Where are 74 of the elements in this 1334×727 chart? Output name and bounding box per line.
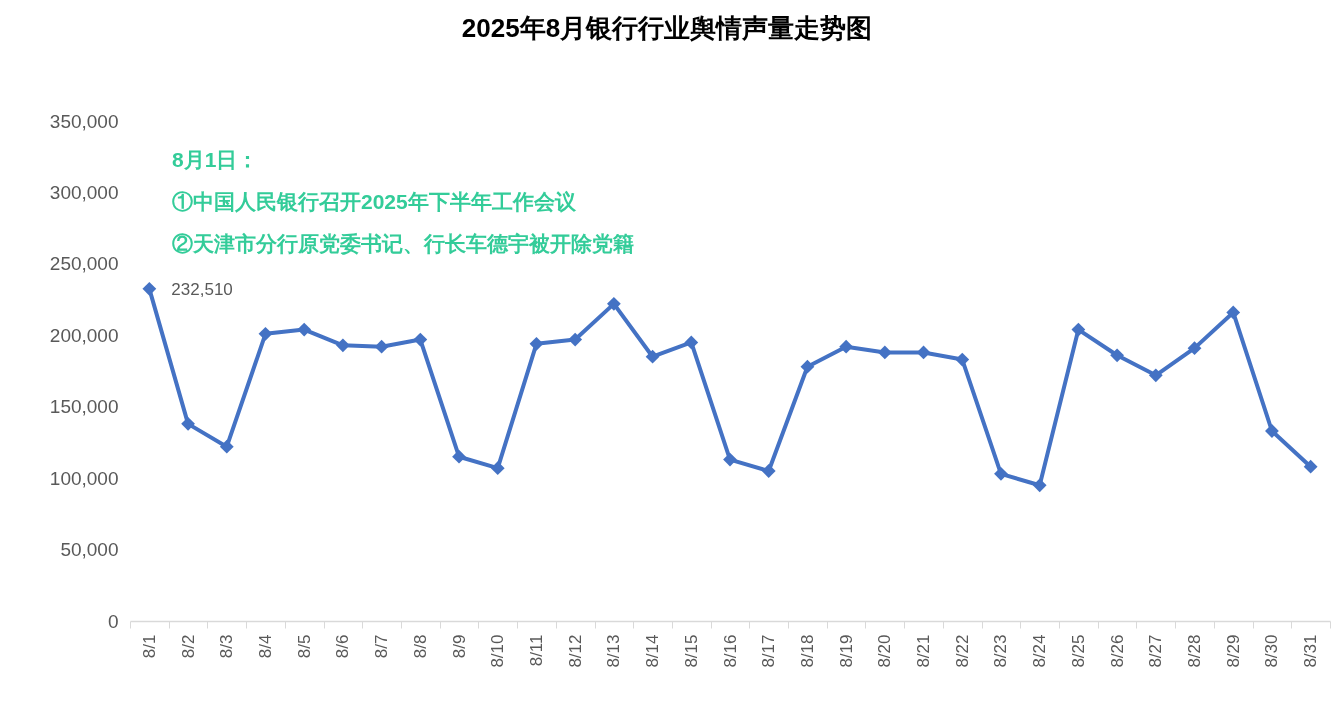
x-tick-label: 8/8 [410,634,430,659]
x-tick-label: 8/18 [797,634,817,668]
x-tick-label: 8/28 [1185,634,1205,668]
x-tick-label: 8/23 [991,634,1011,668]
point [839,339,854,354]
y-tick-label: 200,000 [49,324,119,346]
x-tick-label: 8/29 [1223,634,1243,668]
point [800,359,815,374]
point [723,452,737,467]
point [490,461,505,476]
y-tick-label: 150,000 [49,396,119,418]
point [297,322,312,337]
point [142,281,157,296]
point [258,326,273,341]
x-tick-label: 8/31 [1301,634,1321,668]
x-tick-label: 8/2 [178,634,198,659]
point [994,466,1008,481]
annotation: ①中国人民银行召开2025年下半年工作会议 [172,190,577,213]
y-tick-label: 250,000 [49,253,119,275]
point [955,352,970,367]
x-tick-label: 8/17 [759,634,779,668]
chart-title: 2025年8月银行行业舆情声量走势图 [461,13,873,43]
point [761,464,776,478]
x-tick-label: 8/20 [875,634,895,668]
x-tick-label: 8/24 [1030,634,1050,668]
point [877,345,892,360]
point [452,449,466,464]
point [1148,368,1163,383]
point [1226,305,1241,320]
x-tick-label: 8/1 [139,634,159,659]
x-tick-label: 8/12 [565,634,585,668]
y-tick-label: 300,000 [49,181,119,203]
x-tick-label: 8/19 [836,634,856,668]
x-tick-label: 8/7 [372,634,392,659]
point [219,439,234,454]
point [1032,478,1047,493]
point [336,338,350,353]
point [568,332,583,347]
x-tick-label: 8/10 [488,634,508,668]
point [529,336,544,351]
x-tick-label: 8/14 [643,634,663,668]
x-tick-label: 8/22 [952,634,972,668]
point [684,335,699,350]
y-tick-label: 0 [107,610,119,632]
point [1071,322,1086,337]
x-tick-label: 8/9 [449,634,469,659]
point [413,332,428,347]
point [645,349,660,364]
point [1187,341,1202,356]
x-tick-label: 8/27 [1146,634,1166,668]
point [181,416,195,431]
x-tick-label: 8/4 [255,634,275,659]
point [374,339,389,354]
annotation: ②天津市分行原党委书记、行长车德宇被开除党籍 [172,232,634,255]
data-label: 232,510 [171,279,233,299]
x-tick-label: 8/13 [604,634,624,668]
x-tick-label: 8/3 [217,634,237,659]
x-tick-label: 8/30 [1262,634,1282,668]
y-tick-label: 350,000 [49,110,119,132]
point [916,345,931,360]
x-tick-label: 8/21 [914,634,934,668]
x-tick-label: 8/11 [526,634,546,667]
x-tick-label: 8/15 [681,634,701,668]
x-tick-label: 8/25 [1068,634,1088,668]
point [1110,348,1124,363]
annotation: 8月1日： [172,148,259,171]
point [606,296,621,311]
y-tick-label: 50,000 [60,539,119,561]
x-tick-label: 8/5 [294,634,314,659]
x-tick-label: 8/16 [720,634,740,668]
y-tick-label: 100,000 [49,467,119,489]
x-tick-label: 8/6 [333,634,353,659]
point [1303,459,1318,474]
x-tick-label: 8/26 [1107,634,1127,668]
